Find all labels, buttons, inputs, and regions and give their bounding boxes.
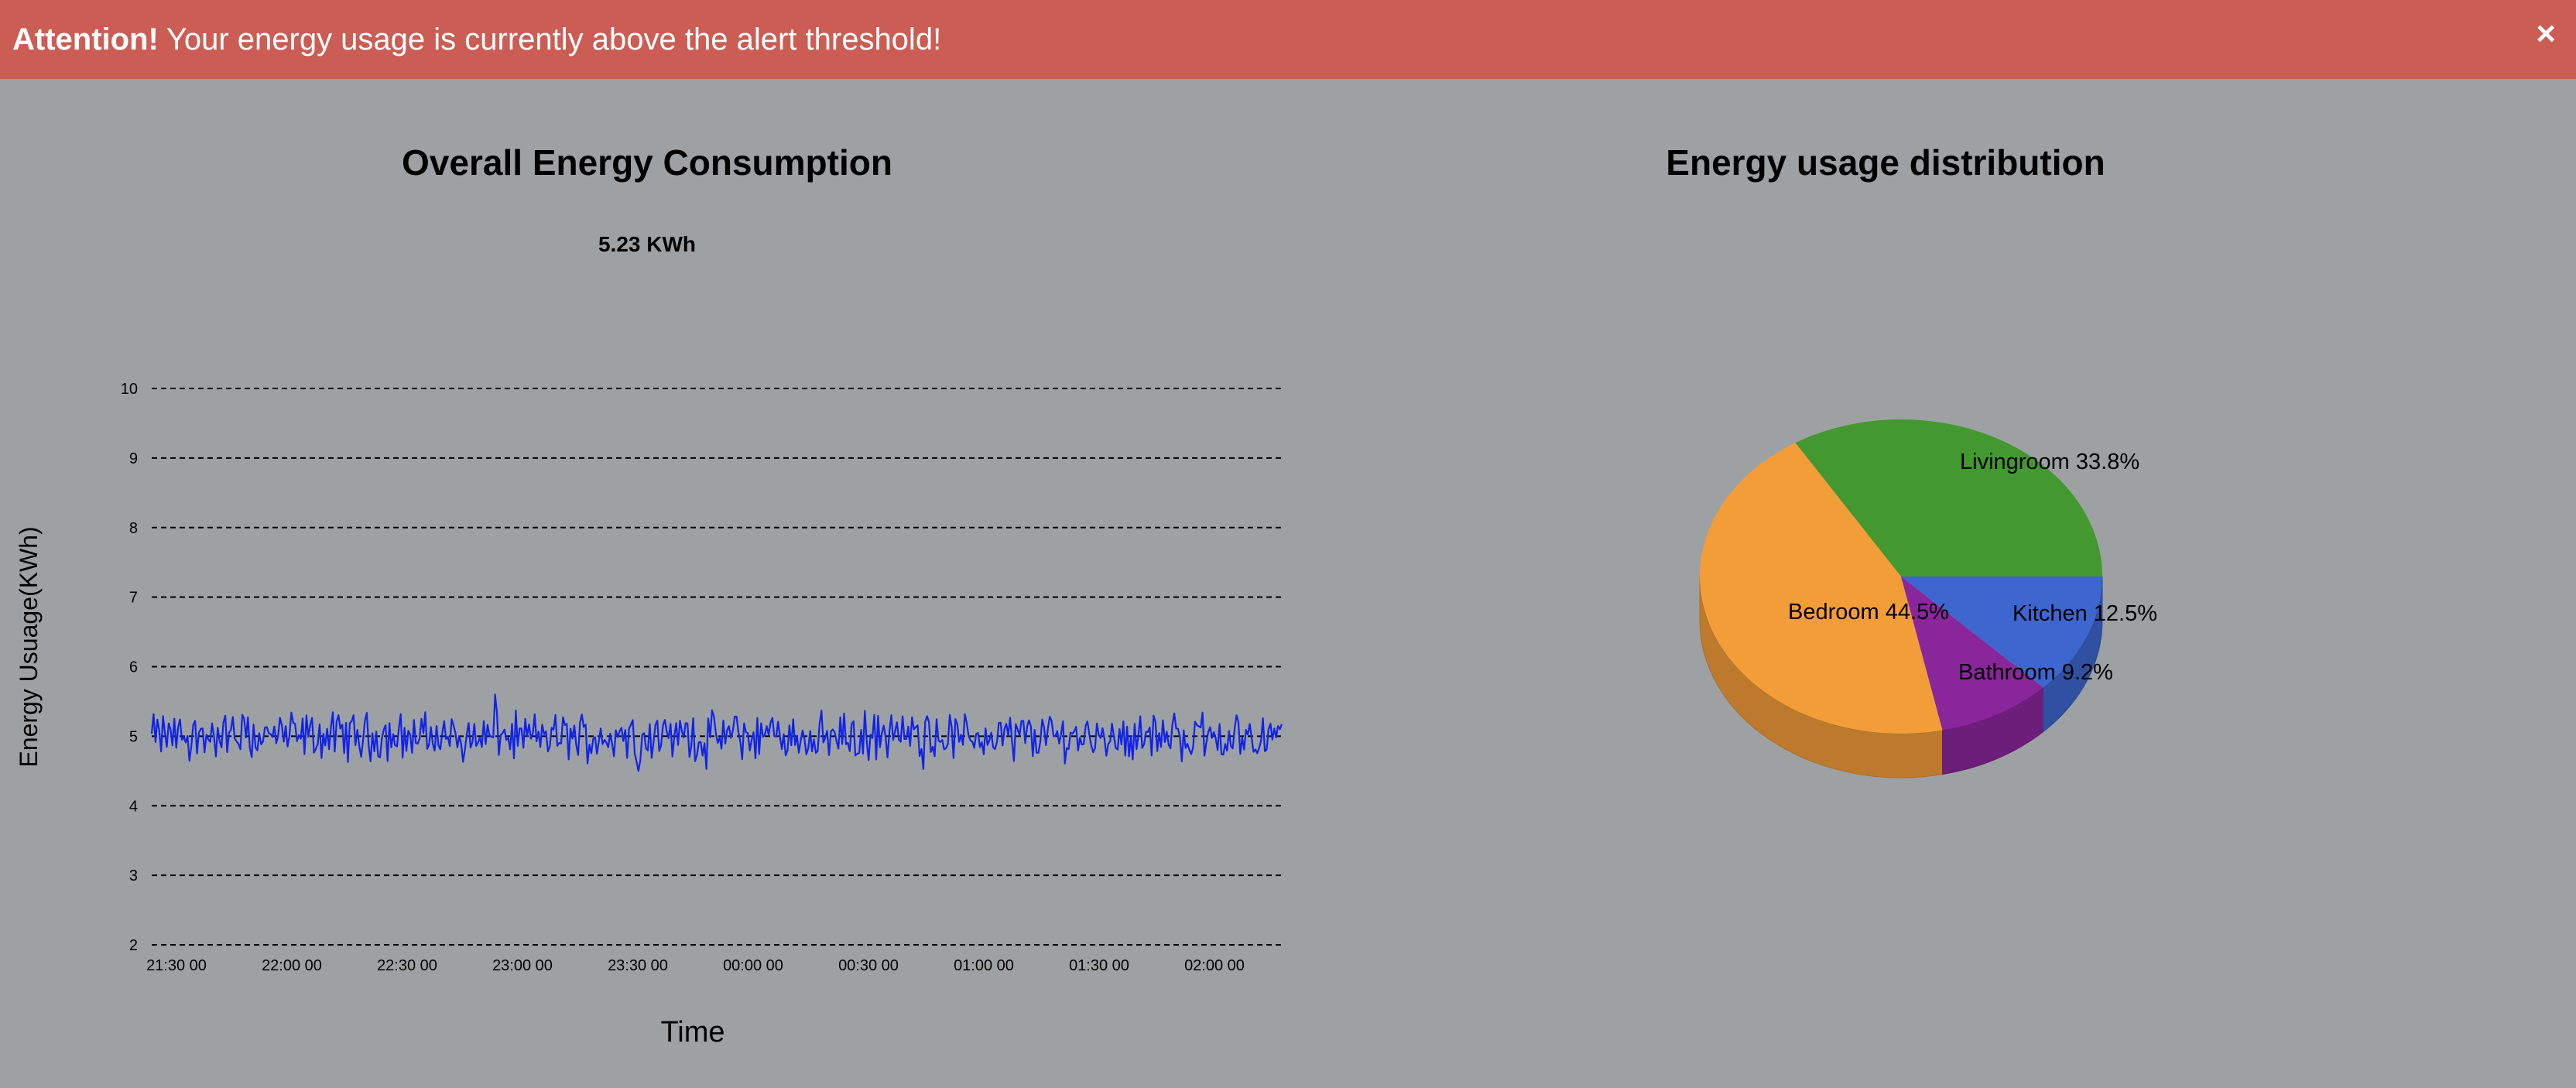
x-tick-label: 00:00 00 [723,957,783,974]
pie-slice [1901,577,2043,730]
pie-chart-title: Energy usage distribution [1666,142,2105,183]
pie-slice-label: Bedroom 44.5% [1788,600,1949,624]
pie-slice [1901,577,2102,688]
alert-banner: Attention! Your energy usage is currentl… [0,0,2576,79]
pie-slice [1795,419,2102,577]
y-tick-label: 3 [129,867,138,884]
y-tick-label: 8 [129,520,138,537]
y-tick-label: 4 [129,798,138,815]
x-axis-label: Time [660,1016,724,1049]
close-icon[interactable]: × [2536,15,2556,53]
current-usage-value: 5.23 KWh [598,232,697,256]
x-tick-label: 23:30 00 [608,957,668,974]
line-chart-title: Overall Energy Consumption [402,142,892,183]
y-tick-label: 7 [129,590,138,607]
alert-strong-text: Attention! [12,22,159,56]
pie-slice-label: Kitchen 12.5% [2012,601,2157,626]
y-tick-label: 2 [129,937,138,954]
alert-message: Your energy usage is currently above the… [166,22,942,56]
y-tick-label: 5 [129,728,138,745]
pie-slice [1700,443,1943,734]
x-tick-label: 00:30 00 [838,957,899,974]
y-tick-label: 10 [121,381,138,398]
x-tick-label: 01:00 00 [954,957,1014,974]
x-tick-label: 23:00 00 [492,957,553,974]
y-axis-label: Energy Usuage(KWh) [15,526,43,767]
x-tick-label: 21:30 00 [146,957,207,974]
pie-slice-label: Bathroom 9.2% [1958,660,2113,685]
pie-slice-label: Livingroom 33.8% [1960,450,2139,474]
x-tick-label: 22:00 00 [262,957,322,974]
y-tick-label: 9 [129,450,138,467]
energy-series-line [150,693,1283,772]
x-tick-label: 22:30 00 [377,957,437,974]
x-tick-label: 01:30 00 [1069,957,1129,974]
y-tick-label: 6 [129,659,138,676]
x-tick-label: 02:00 00 [1184,957,1245,974]
